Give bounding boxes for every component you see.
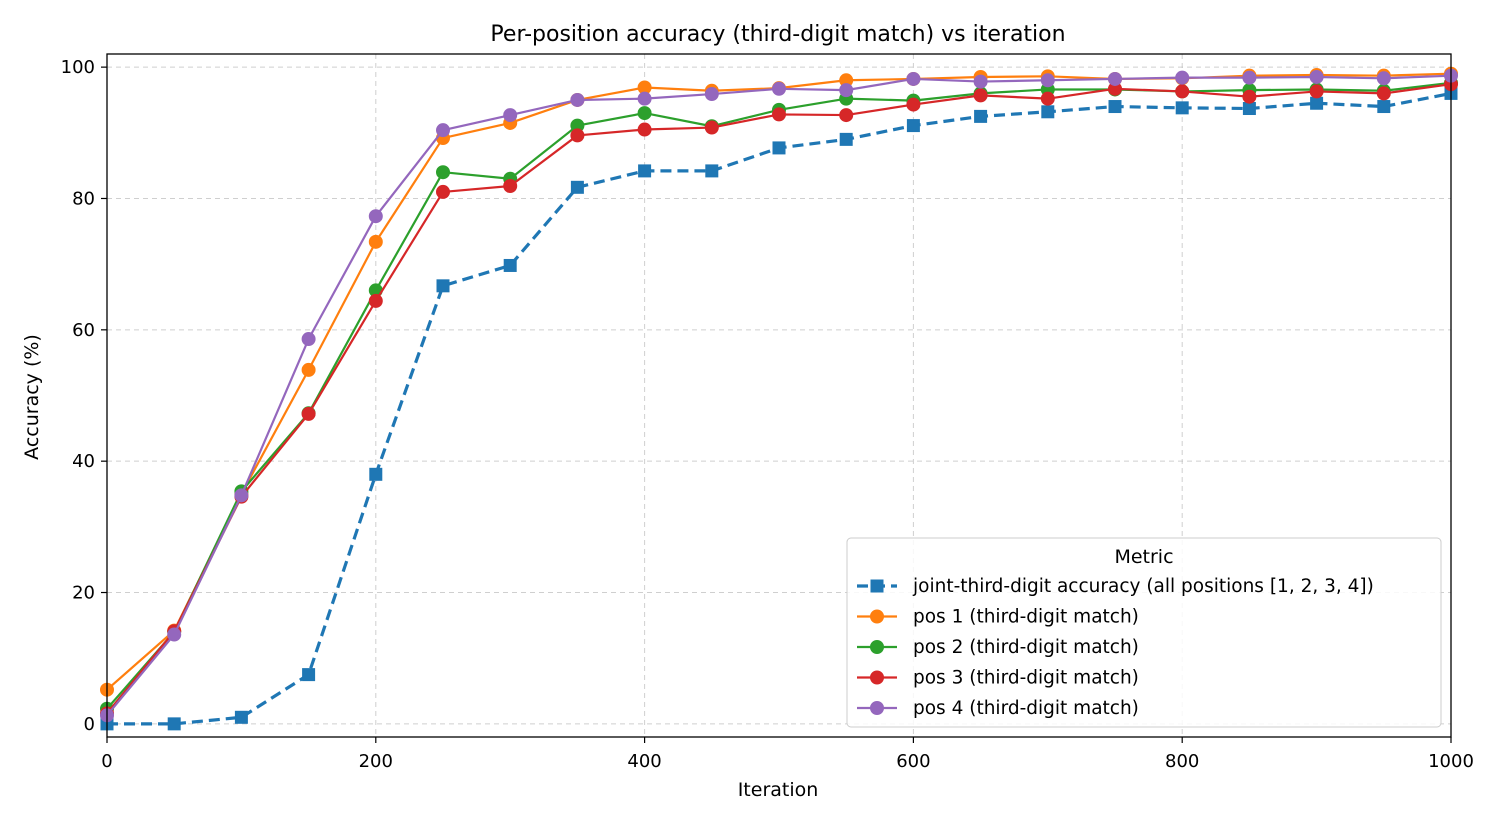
y-tick-label: 100 [61,57,95,78]
legend-entry: pos 2 (third-digit match) [857,637,1139,658]
data-point [167,717,181,731]
x-tick-label: 400 [627,751,661,772]
data-point [704,87,719,102]
data-point [436,279,450,293]
data-point [1175,84,1190,99]
y-tick-label: 60 [72,320,95,341]
y-tick-label: 0 [84,714,95,735]
y-tick-label: 40 [72,451,95,472]
data-point [1108,100,1122,114]
data-point [1108,71,1122,86]
legend-entry: pos 1 (third-digit match) [857,607,1139,628]
data-point [1040,73,1055,88]
data-point [1376,86,1391,101]
data-point [368,209,383,224]
legend-entries: joint-third-digit accuracy (all position… [857,576,1374,719]
data-point [839,132,853,146]
data-point [1041,105,1055,119]
data-point [301,406,316,421]
legend: Metric joint-third-digit accuracy (all p… [846,537,1442,728]
data-point [1175,70,1190,85]
data-point [368,234,383,249]
data-point [368,293,383,308]
data-point [167,627,182,642]
data-point [906,71,921,86]
data-point [637,106,652,121]
data-point [503,258,517,272]
legend-entry: pos 4 (third-digit match) [857,698,1139,719]
legend-label: pos 1 (third-digit match) [913,607,1139,628]
chart-title: Per-position accuracy (third-digit match… [490,22,1065,47]
x-tick-label: 800 [1165,751,1199,772]
data-point [503,179,518,194]
x-tick-label: 600 [896,751,930,772]
data-point [704,120,719,135]
legend-marker [870,701,884,715]
data-point [1040,91,1055,106]
data-point [570,92,585,107]
data-point [302,668,316,682]
data-point [234,710,248,724]
series-1 [100,86,1458,731]
data-point [1242,89,1257,104]
data-point [974,109,988,123]
legend-label: pos 4 (third-digit match) [913,698,1139,719]
data-point [234,488,249,503]
data-point [570,180,584,194]
data-point [1309,84,1324,99]
legend-entry: joint-third-digit accuracy (all position… [857,576,1374,597]
x-axis-label: Iteration [738,779,819,801]
legend-marker [870,579,884,593]
data-point [637,91,652,106]
legend-label: pos 2 (third-digit match) [913,637,1139,658]
data-point [973,88,988,103]
data-point [638,164,652,178]
data-point [503,108,518,123]
x-axis-ticks: 0 200 400 600 800 1000 [101,737,1474,772]
data-point [973,74,988,89]
series-4 [100,77,1458,721]
data-point [772,107,786,122]
data-point [906,119,920,133]
data-point [772,141,786,155]
data-point [705,164,719,178]
x-tick-label: 0 [101,751,112,772]
legend-label: pos 3 (third-digit match) [913,668,1139,689]
data-point [906,97,921,112]
data-point [1310,96,1324,110]
series-layer [100,66,1458,731]
legend-entry: pos 3 (third-digit match) [857,668,1139,689]
data-point [369,467,383,481]
y-tick-label: 20 [72,583,95,604]
data-point [1242,70,1257,85]
data-point [1175,101,1189,115]
data-point [436,123,450,138]
data-point [1242,102,1256,116]
data-point [772,81,786,96]
y-tick-label: 80 [72,188,95,209]
data-point [1309,69,1324,84]
data-point [1377,100,1391,114]
legend-marker [870,640,884,654]
data-point [637,122,652,137]
data-point [301,362,316,377]
x-tick-label: 200 [359,751,393,772]
data-point [301,332,316,347]
legend-title: Metric [1114,546,1173,568]
y-axis-ticks: 0 20 40 60 80 100 [61,57,107,735]
data-point [570,128,585,143]
data-point [436,165,450,180]
data-point [436,184,450,199]
y-axis-label: Accuracy (%) [21,334,43,460]
legend-label: joint-third-digit accuracy (all position… [912,576,1374,597]
legend-box [846,537,1442,728]
x-tick-label: 1000 [1428,751,1474,772]
data-point [839,83,854,98]
legend-marker [870,670,884,685]
legend-marker [870,609,884,624]
plot-frame [106,53,1452,738]
data-point [839,108,854,123]
data-point [1376,71,1391,86]
